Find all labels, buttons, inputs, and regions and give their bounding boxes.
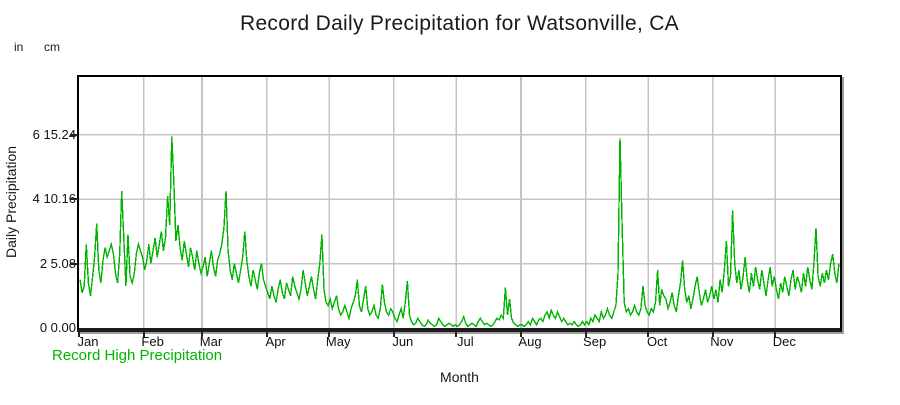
y-tick-label: 6 15.24	[32, 126, 76, 142]
x-tick-label: Dec	[772, 334, 796, 349]
x-axis-title: Month	[440, 369, 479, 385]
plot-area	[77, 75, 842, 332]
x-tick-mark	[265, 332, 268, 337]
x-tick-mark	[455, 332, 458, 337]
x-tick-label: Jun	[392, 334, 414, 349]
x-tick-mark	[201, 332, 203, 337]
x-tick-mark	[711, 332, 714, 337]
x-tick-mark	[392, 332, 395, 337]
x-tick-mark	[584, 332, 587, 337]
x-tick-label: Oct	[647, 334, 668, 349]
y-tick-label: 2 5.08	[39, 255, 76, 271]
plot-svg	[79, 77, 840, 328]
y-tick-mark	[70, 198, 78, 201]
x-tick-mark	[142, 332, 145, 337]
y-tick-label: 0 0.00	[39, 320, 76, 335]
x-tick-label: Jul	[457, 334, 474, 349]
x-tick-mark	[774, 332, 777, 337]
chart-title: Record Daily Precipitation for Watsonvil…	[239, 12, 679, 35]
x-tick-label: Apr	[265, 334, 286, 349]
legend: Record High Precipitation	[52, 347, 222, 364]
y-tick-mark	[70, 133, 78, 136]
unit-label-inches: in	[14, 40, 24, 54]
y-tick-mark	[70, 262, 78, 265]
legend-series-label: Record High Precipitation	[52, 347, 223, 364]
x-tick-label: Jan	[77, 334, 99, 349]
y-axis-title: Daily Precipitation	[3, 145, 19, 259]
x-tick-mark	[647, 332, 650, 337]
x-tick-label: Aug	[518, 334, 542, 349]
x-tick-mark	[328, 332, 331, 337]
y-tick-label: 4 10.16	[32, 191, 76, 207]
x-tick-mark	[78, 332, 80, 337]
x-tick-label: Nov	[710, 334, 734, 349]
x-tick-label: Sep	[583, 334, 607, 349]
series-line-record-high-precipitation	[79, 136, 840, 328]
x-tick-label: May	[325, 334, 351, 349]
x-tick-mark	[520, 332, 522, 337]
x-tick-label: Mar	[199, 334, 223, 349]
x-tick-label: Feb	[141, 334, 164, 349]
unit-label-centimeters: cm	[44, 40, 60, 54]
